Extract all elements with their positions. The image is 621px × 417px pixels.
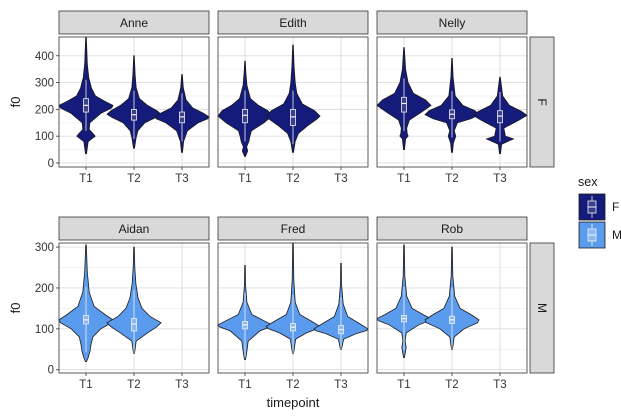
- y-tick-label: 300: [35, 78, 54, 90]
- strip-label: Fred: [281, 222, 306, 236]
- x-tick-label: T3: [175, 173, 188, 185]
- row-strip-label: M: [535, 303, 549, 313]
- x-tick-label: T1: [397, 379, 410, 391]
- x-tick-label: T1: [79, 173, 92, 185]
- box: [131, 318, 137, 332]
- x-tick-label: T2: [445, 379, 458, 391]
- x-tick-label: T3: [334, 379, 347, 391]
- strip-label: Rob: [441, 222, 463, 236]
- row-strip-background: [529, 242, 555, 374]
- y-tick-label: 200: [35, 283, 54, 295]
- legend-title: sex: [578, 175, 598, 189]
- strip-background: [58, 10, 210, 35]
- strip-background: [217, 216, 369, 241]
- x-tick-label: T3: [175, 379, 188, 391]
- strip-label: Nelly: [439, 16, 466, 30]
- x-tick-label: T3: [334, 173, 347, 185]
- strip-background: [376, 10, 528, 35]
- strip-label: Edith: [279, 16, 306, 30]
- x-tick-label: T2: [286, 379, 299, 391]
- panel-aidan: Aidan T1 T2 T3: [58, 216, 210, 391]
- panel-nelly: Nelly T1 T2 T3: [376, 10, 528, 185]
- x-tick-label: T2: [127, 173, 140, 185]
- panel-edith: Edith T1 T2 T3: [217, 10, 369, 185]
- strip-background: [217, 10, 369, 35]
- panel-fred: Fred T1 T2 T3: [217, 216, 369, 391]
- x-axis-title: timepoint: [267, 395, 320, 410]
- box: [242, 108, 248, 124]
- legend: sex FM: [578, 175, 621, 249]
- y-tick-label: 0: [48, 365, 54, 377]
- y-tick-label: 100: [35, 131, 54, 143]
- x-tick-label: T1: [79, 379, 92, 391]
- x-tick-label: T3: [493, 173, 506, 185]
- y-tick-label: 400: [35, 51, 54, 63]
- strip-label: Anne: [120, 16, 148, 30]
- x-tick-label: T2: [286, 173, 299, 185]
- strip-background: [376, 216, 528, 241]
- legend-label: M: [612, 228, 621, 242]
- box: [497, 110, 503, 124]
- box: [401, 96, 407, 113]
- y-tick-label: 0: [48, 158, 54, 170]
- x-tick-label: T1: [238, 173, 251, 185]
- x-tick-label: T2: [127, 379, 140, 391]
- y-tick-label: 100: [35, 324, 54, 336]
- y-tick-label: 300: [35, 242, 54, 254]
- x-tick-label: T2: [445, 173, 458, 185]
- panel-anne: Anne T1 T2 T3: [58, 10, 210, 185]
- y-tick-label: 200: [35, 104, 54, 116]
- panel-rob: Rob T1 T2 T3: [376, 216, 528, 391]
- strip-label: Aidan: [119, 222, 150, 236]
- y-axis-title: f0: [8, 303, 23, 314]
- row-strip-label: F: [535, 98, 549, 105]
- strip-background: [58, 216, 210, 241]
- row-strip-background: [529, 36, 555, 168]
- y-axis-title: f0: [8, 97, 23, 108]
- x-tick-label: T3: [493, 379, 506, 391]
- legend-label: F: [612, 200, 619, 214]
- x-tick-label: T1: [397, 173, 410, 185]
- x-tick-label: T1: [238, 379, 251, 391]
